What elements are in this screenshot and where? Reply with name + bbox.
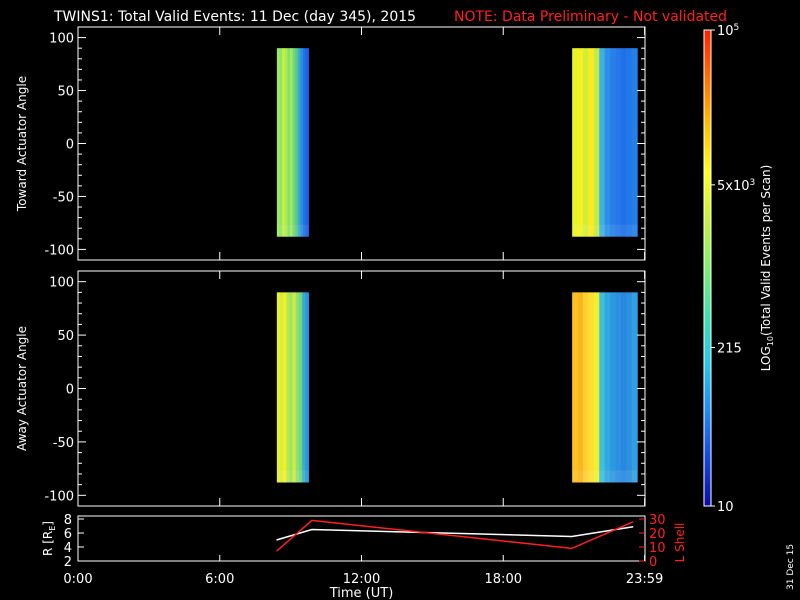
y-tick-label: 4	[64, 541, 72, 556]
colorbar-tick-label: 10	[717, 500, 734, 515]
colorbar-label: LOG10(Total Valid Events per Scan)	[759, 165, 775, 372]
x-tick-label: 0:00	[63, 572, 92, 587]
heatmap-cell	[572, 48, 579, 237]
y-tick-label: 6	[64, 527, 72, 542]
y-tick-label: -50	[53, 190, 74, 205]
heatmap-cell	[298, 292, 303, 483]
y-left-axis-label: R [RE]	[41, 521, 57, 556]
lshell-series-line	[275, 519, 634, 552]
y-tick-label: -100	[44, 489, 74, 504]
heatmap-cell	[572, 292, 579, 483]
heatmap-cell	[593, 292, 600, 483]
heatmap-cell	[284, 48, 288, 237]
heatmap-cell	[604, 292, 611, 483]
heatmap-cell	[302, 292, 306, 483]
heatmap-band	[276, 470, 309, 483]
heatmap-cell	[286, 292, 291, 483]
chart-title: TWINS1: Total Valid Events: 11 Dec (day …	[53, 9, 416, 25]
y-tick-label: 100	[49, 32, 74, 47]
r-series-line	[276, 525, 634, 541]
heatmap-cell	[295, 292, 300, 483]
heatmap-cell	[282, 48, 286, 237]
colorbar-tick-label: 5x103	[717, 178, 755, 194]
heatmap-cell	[593, 48, 600, 237]
heatmap-cell	[588, 292, 595, 483]
heatmap-cell	[287, 48, 291, 237]
heatmap-band	[276, 224, 309, 237]
heatmap-cell	[300, 48, 304, 237]
heatmap-band	[572, 224, 638, 237]
x-tick-label: 6:00	[205, 572, 234, 587]
y2-tick-label: 20	[649, 527, 666, 542]
y-axis-label: Away Actuator Angle	[15, 326, 29, 451]
heatmap-cell	[610, 292, 617, 483]
colorbar	[703, 29, 712, 507]
heatmap-cell	[283, 292, 287, 483]
heatmap-cell	[289, 48, 294, 237]
heatmap-cell	[295, 48, 299, 237]
y-tick-label: 50	[57, 329, 74, 344]
heatmap-cell	[297, 48, 302, 237]
x-tick-label: 12:00	[343, 572, 380, 587]
heatmap-cell	[599, 292, 606, 483]
y-tick-label: 100	[49, 276, 74, 291]
heatmap-cell	[292, 48, 296, 237]
heatmap-cell	[615, 48, 622, 237]
chart-note: NOTE: Data Preliminary - Not validated	[454, 9, 727, 25]
heatmap-cell	[279, 292, 284, 483]
y2-tick-label: 0	[649, 555, 657, 570]
heatmap-cell	[292, 292, 297, 483]
heatmap-cell	[631, 48, 638, 237]
colorbar-tick-label: 105	[717, 23, 739, 39]
heatmap-cell	[620, 48, 627, 237]
heatmap-cell	[276, 292, 281, 483]
heatmap-cell	[305, 292, 309, 483]
y-tick-label: -50	[53, 436, 74, 451]
heatmap-cell	[582, 292, 589, 483]
heatmap-cell	[582, 48, 589, 237]
plot-frame	[77, 26, 646, 261]
heatmap-cell	[599, 48, 606, 237]
heatmap-cell	[620, 292, 627, 483]
y-tick-label: 0	[66, 383, 74, 398]
heatmap-cell	[610, 48, 617, 237]
y-axis-label: Toward Actuator Angle	[15, 76, 29, 212]
y-right-axis-label: L Shell	[673, 523, 687, 563]
heatmap-cell	[604, 48, 611, 237]
heatmap-cell	[626, 292, 633, 483]
colorbar-tick-label: 215	[717, 341, 742, 356]
heatmap-cell	[289, 292, 294, 483]
heatmap-band	[572, 470, 638, 483]
heatmap-panel-2: 100 50 0 -50 -100 Away Actuator Angle	[15, 270, 646, 507]
plot-frame	[77, 515, 646, 562]
heatmap-panel-1: 100 50 0 -50 -100 Toward Actuator Angle	[15, 26, 646, 261]
y-tick-label: -100	[44, 243, 74, 258]
heatmap-cell	[577, 292, 584, 483]
heatmap-cell	[631, 292, 638, 483]
heatmap-cell	[588, 48, 595, 237]
heatmap-cell	[279, 48, 283, 237]
y-tick-label: 2	[64, 555, 72, 570]
heatmap-cell	[577, 48, 584, 237]
y-tick-label: 0	[66, 138, 74, 153]
heatmap-cell	[626, 48, 633, 237]
heatmap-cell	[276, 48, 281, 237]
date-stamp: 31 Dec 15	[786, 544, 796, 590]
heatmap-cell	[303, 48, 307, 237]
plot-frame	[77, 270, 646, 507]
heatmap-cell	[615, 292, 622, 483]
y2-tick-label: 10	[649, 541, 666, 556]
x-axis-label: Time (UT)	[329, 586, 394, 600]
y2-tick-label: 30	[649, 513, 666, 528]
heatmap-cell	[305, 48, 309, 237]
x-tick-label: 23:59	[626, 572, 663, 587]
y-tick-label: 8	[64, 513, 72, 528]
y-tick-label: 50	[57, 85, 74, 100]
x-tick-label: 18:00	[485, 572, 522, 587]
